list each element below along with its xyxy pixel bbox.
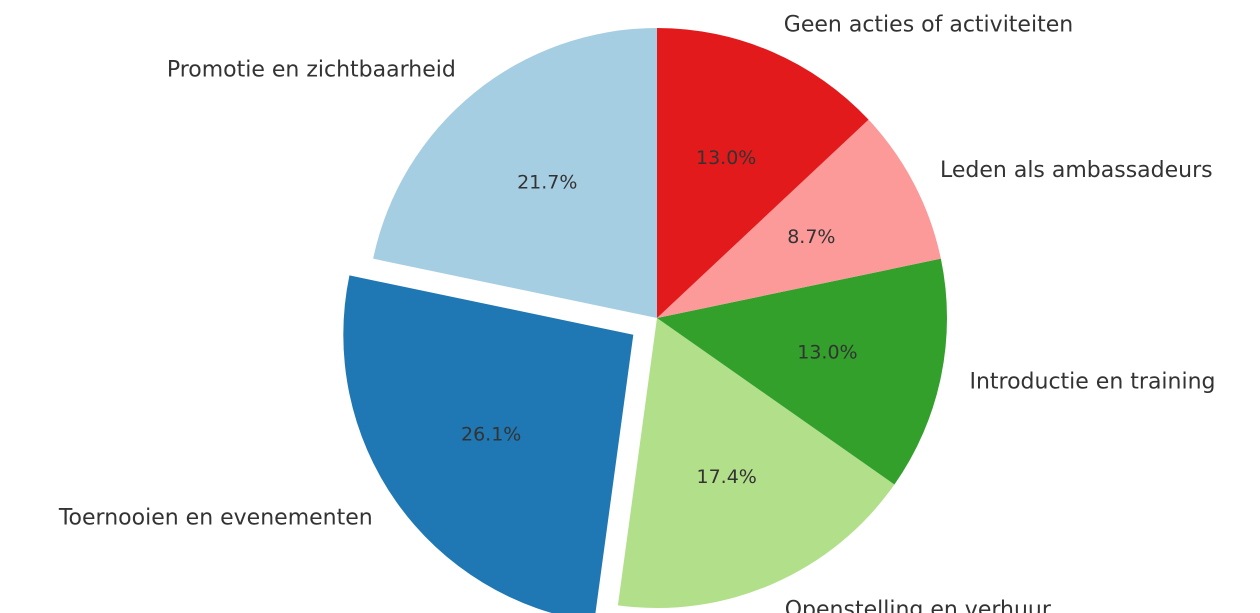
slice-label: Promotie en zichtbaarheid (167, 57, 456, 82)
slice-label: Openstelling en verhuur (785, 597, 1052, 613)
slice-label: Toernooien en evenementen (58, 506, 373, 531)
pie-slice (617, 318, 895, 609)
percent-label: 26.1% (461, 424, 521, 446)
slice-label: Leden als ambassadeurs (940, 158, 1213, 183)
pie-slice (657, 119, 941, 318)
pie-slice (373, 28, 657, 318)
percent-label: 21.7% (517, 171, 577, 193)
pie-slice (657, 28, 869, 318)
percent-label: 8.7% (787, 226, 835, 248)
percent-label: 17.4% (696, 466, 756, 488)
percent-label: 13.0% (797, 342, 857, 364)
pie-slice (343, 275, 634, 613)
slice-label: Introductie en training (969, 369, 1215, 394)
pie-slice (657, 258, 947, 485)
percent-label: 13.0% (696, 147, 756, 169)
slice-label: Geen acties of activiteiten (784, 12, 1073, 37)
